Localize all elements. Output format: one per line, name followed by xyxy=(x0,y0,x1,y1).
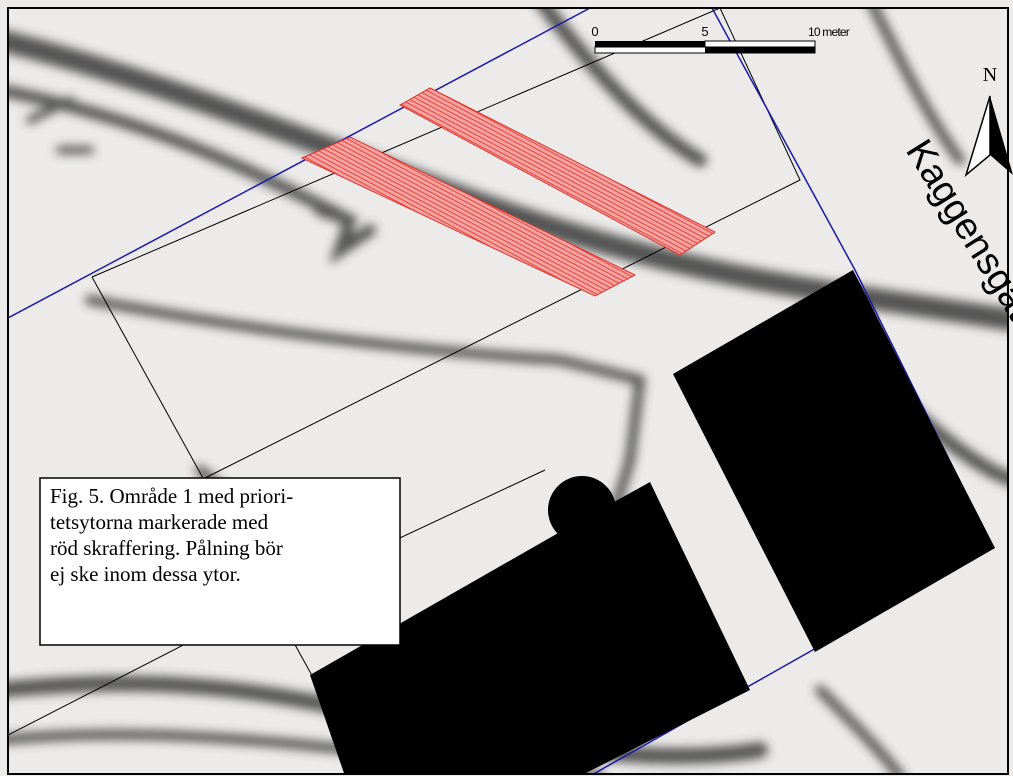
caption-line: ej ske inom dessa ytor. xyxy=(50,562,241,586)
caption-line: röd skraffering. Pålning bör xyxy=(50,536,283,560)
scale-label: 0 xyxy=(591,24,598,39)
map: 0 5 10 meter N Kaggensgat Fig. 5. Område… xyxy=(0,0,1013,776)
north-label: N xyxy=(983,64,997,86)
scale-label: 5 xyxy=(701,24,708,39)
building xyxy=(548,476,616,544)
scale-segment xyxy=(595,41,705,47)
scale-segment xyxy=(705,47,815,53)
caption-line: Fig. 5. Område 1 med priori- xyxy=(50,484,293,508)
scale-label: 10 meter xyxy=(808,25,850,39)
scale-segment xyxy=(705,41,815,47)
caption-line: tetsytorna markerade med xyxy=(50,510,269,534)
